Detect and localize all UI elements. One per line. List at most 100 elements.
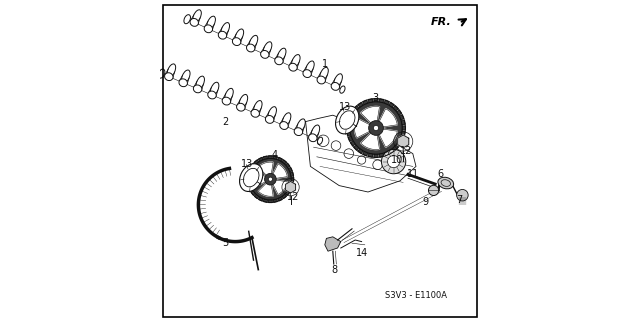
Polygon shape [351, 141, 355, 146]
Polygon shape [351, 110, 355, 115]
Polygon shape [264, 156, 268, 159]
Ellipse shape [246, 44, 255, 52]
Ellipse shape [167, 64, 175, 77]
Circle shape [349, 102, 403, 154]
Polygon shape [291, 177, 294, 181]
Polygon shape [285, 163, 290, 168]
Polygon shape [273, 156, 277, 159]
Text: 12: 12 [287, 192, 300, 202]
Text: 3: 3 [372, 92, 378, 103]
Text: 1: 1 [322, 59, 328, 69]
Polygon shape [397, 141, 401, 146]
Text: 4: 4 [271, 150, 278, 160]
Polygon shape [278, 197, 282, 201]
Polygon shape [380, 153, 384, 157]
Polygon shape [282, 194, 286, 198]
Ellipse shape [208, 91, 216, 99]
Polygon shape [363, 151, 367, 156]
Polygon shape [285, 191, 290, 195]
Ellipse shape [239, 164, 263, 191]
Ellipse shape [249, 36, 258, 49]
Polygon shape [253, 172, 265, 187]
Ellipse shape [196, 76, 204, 89]
Ellipse shape [291, 55, 300, 68]
Polygon shape [374, 154, 378, 157]
Ellipse shape [282, 113, 291, 126]
Ellipse shape [260, 51, 269, 58]
Ellipse shape [263, 42, 272, 55]
Polygon shape [402, 126, 405, 130]
Ellipse shape [268, 107, 276, 120]
Ellipse shape [243, 168, 259, 187]
Ellipse shape [280, 122, 288, 130]
Polygon shape [259, 183, 273, 196]
Polygon shape [363, 100, 367, 105]
Text: FR.: FR. [431, 17, 451, 28]
Polygon shape [285, 181, 296, 193]
Ellipse shape [221, 23, 230, 36]
Ellipse shape [211, 82, 219, 95]
Polygon shape [259, 162, 273, 175]
Ellipse shape [222, 97, 230, 105]
Polygon shape [278, 157, 282, 161]
Polygon shape [354, 145, 359, 150]
Text: 5: 5 [223, 238, 228, 248]
Polygon shape [358, 102, 363, 107]
Ellipse shape [438, 177, 454, 189]
Polygon shape [255, 160, 259, 164]
Polygon shape [273, 199, 277, 202]
Ellipse shape [193, 85, 202, 93]
Text: 12: 12 [400, 146, 413, 156]
Polygon shape [259, 157, 263, 161]
Polygon shape [259, 197, 263, 201]
Circle shape [388, 156, 400, 168]
Polygon shape [251, 163, 255, 168]
Circle shape [268, 177, 273, 181]
Ellipse shape [235, 29, 244, 42]
Ellipse shape [275, 57, 283, 65]
Polygon shape [374, 99, 378, 102]
Text: 2: 2 [223, 116, 228, 127]
Ellipse shape [190, 19, 198, 26]
Ellipse shape [339, 111, 355, 129]
Ellipse shape [266, 116, 274, 123]
Ellipse shape [303, 70, 311, 77]
Ellipse shape [251, 109, 259, 117]
Text: 13: 13 [241, 159, 253, 169]
Ellipse shape [294, 128, 303, 136]
Polygon shape [358, 149, 363, 154]
Polygon shape [247, 177, 250, 181]
Polygon shape [361, 133, 380, 149]
Ellipse shape [193, 10, 202, 23]
Polygon shape [380, 109, 397, 127]
Polygon shape [348, 115, 353, 120]
Polygon shape [399, 136, 404, 141]
Circle shape [429, 185, 439, 196]
Ellipse shape [184, 15, 191, 24]
Ellipse shape [218, 31, 227, 39]
Circle shape [250, 158, 291, 200]
Polygon shape [291, 172, 294, 176]
Ellipse shape [237, 103, 245, 111]
Ellipse shape [331, 83, 340, 90]
Circle shape [369, 121, 383, 135]
Ellipse shape [317, 137, 323, 144]
Text: 9: 9 [422, 196, 429, 207]
Ellipse shape [317, 76, 325, 84]
Ellipse shape [232, 38, 241, 45]
Circle shape [373, 125, 379, 131]
Polygon shape [269, 156, 272, 158]
Circle shape [381, 149, 406, 174]
Polygon shape [354, 106, 359, 111]
Polygon shape [325, 237, 340, 251]
Ellipse shape [320, 68, 328, 81]
Polygon shape [385, 151, 389, 156]
Polygon shape [348, 136, 353, 141]
Polygon shape [361, 107, 380, 123]
Polygon shape [397, 110, 401, 115]
Polygon shape [347, 120, 351, 125]
Polygon shape [251, 191, 255, 195]
Ellipse shape [182, 70, 190, 83]
Text: 10: 10 [390, 155, 403, 165]
Polygon shape [289, 167, 292, 172]
